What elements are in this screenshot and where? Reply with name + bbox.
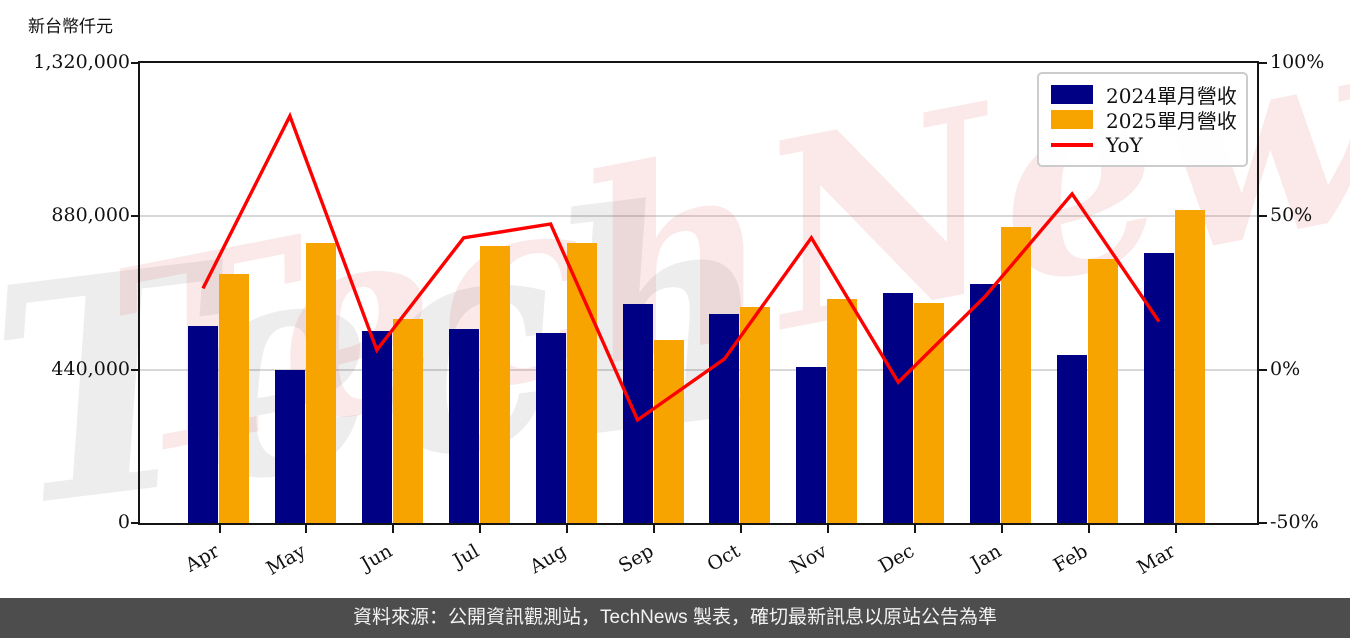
left-axis-tick-label: 880,000 xyxy=(51,204,130,227)
x-axis-tickmark xyxy=(653,524,656,533)
legend-line-yoy xyxy=(1051,143,1093,147)
left-axis-title: 新台幣仟元 xyxy=(28,17,113,37)
bar-2025單月營收-mar xyxy=(1175,210,1205,523)
left-axis-tickmark xyxy=(131,62,139,64)
chart-legend: 2024單月營收 2025單月營收 YoY xyxy=(1037,72,1248,167)
plot-frame xyxy=(138,61,1259,525)
legend-label-2024: 2024單月營收 xyxy=(1106,83,1237,108)
x-axis-tickmark xyxy=(479,524,482,533)
legend-item-2025: 2025單月營收 xyxy=(1051,108,1237,133)
x-axis-tickmark xyxy=(826,524,829,533)
left-axis-tickmark xyxy=(131,522,139,524)
source-footer: 資料來源：公開資訊觀測站，TechNews 製表，確切最新訊息以原站公告為準 xyxy=(0,598,1350,638)
x-axis-tickmark xyxy=(1087,524,1090,533)
x-axis-tickmark xyxy=(1000,524,1003,533)
x-axis-tickmark xyxy=(392,524,395,533)
legend-label-2025: 2025單月營收 xyxy=(1106,109,1237,133)
left-axis-tick-label: 440,000 xyxy=(51,357,130,380)
right-axis-tick-label: 50% xyxy=(1270,204,1313,227)
right-axis-tickmark xyxy=(1259,522,1267,524)
right-axis-tickmark xyxy=(1259,62,1267,64)
legend-swatch-2024 xyxy=(1051,84,1093,104)
right-axis-tick-label: 0% xyxy=(1270,357,1301,380)
legend-item-yoy: YoY xyxy=(1051,133,1234,157)
x-axis-tickmark xyxy=(913,524,916,533)
right-axis-tickmark xyxy=(1259,215,1267,218)
x-axis-tickmark xyxy=(739,524,742,533)
left-axis-tickmark xyxy=(131,368,139,371)
x-axis-tickmark xyxy=(305,524,308,533)
legend-label-yoy: YoY xyxy=(1106,133,1143,157)
legend-swatch-2025 xyxy=(1051,110,1093,129)
right-axis-tick-label: 100% xyxy=(1270,51,1325,73)
left-axis-tick-label: 0 xyxy=(117,511,130,533)
x-axis-tickmark xyxy=(1174,524,1177,533)
left-axis-tickmark xyxy=(131,215,139,218)
legend-item-2024: 2024單月營收 xyxy=(1051,82,1237,108)
right-axis-tick-label: -50% xyxy=(1270,511,1319,533)
right-axis-tickmark xyxy=(1259,368,1267,371)
x-axis-tickmark xyxy=(218,524,221,533)
x-axis-tickmark xyxy=(566,524,569,533)
left-axis-tick-label: 1,320,000 xyxy=(33,51,130,73)
